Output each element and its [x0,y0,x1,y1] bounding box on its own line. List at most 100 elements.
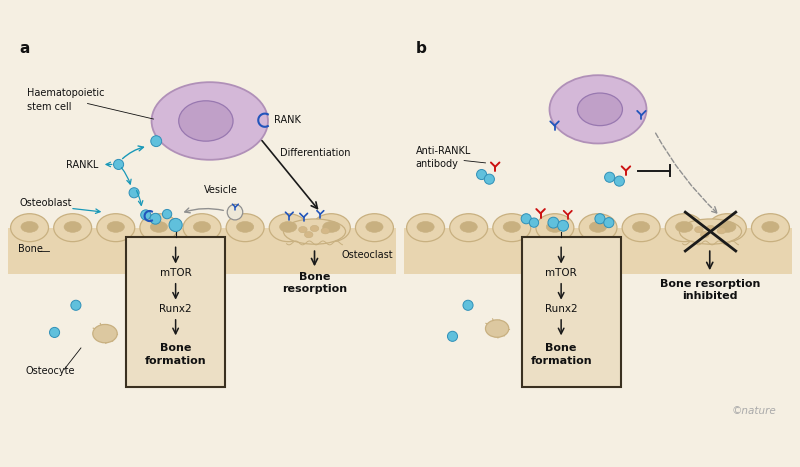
Ellipse shape [283,219,346,244]
Ellipse shape [355,214,394,241]
Circle shape [463,300,473,311]
Ellipse shape [536,214,574,241]
Text: b: b [416,41,426,56]
Ellipse shape [493,214,530,241]
Text: RANK: RANK [274,115,301,125]
Ellipse shape [270,214,307,241]
Ellipse shape [366,221,383,233]
Ellipse shape [54,214,92,241]
Text: RANKL: RANKL [66,160,98,170]
Ellipse shape [93,325,118,343]
Ellipse shape [298,226,307,233]
Circle shape [150,136,162,147]
Circle shape [169,219,182,232]
Ellipse shape [280,221,297,233]
Text: Differentiation: Differentiation [280,148,350,158]
Ellipse shape [237,221,254,233]
Ellipse shape [226,214,264,241]
Ellipse shape [708,214,746,241]
Circle shape [150,213,161,224]
Circle shape [521,214,531,224]
Ellipse shape [305,232,313,238]
Ellipse shape [546,221,563,233]
Bar [8,228,396,274]
Text: Haematopoietic: Haematopoietic [27,88,105,98]
Text: Anti-RANKL: Anti-RANKL [416,146,471,156]
Ellipse shape [706,226,714,232]
Circle shape [484,174,494,184]
Ellipse shape [322,221,340,233]
Circle shape [129,188,139,198]
Ellipse shape [633,221,650,233]
Text: Runx2: Runx2 [545,304,578,314]
Ellipse shape [107,221,125,233]
Ellipse shape [21,221,38,233]
Ellipse shape [717,228,726,234]
Circle shape [141,210,150,220]
Circle shape [604,218,614,228]
Text: antibody: antibody [416,159,458,169]
Text: stem cell: stem cell [27,102,72,112]
Ellipse shape [183,214,221,241]
Circle shape [227,205,242,220]
Ellipse shape [97,214,134,241]
Text: a: a [20,41,30,56]
Ellipse shape [579,214,617,241]
Ellipse shape [64,221,82,233]
Text: Bone
resorption: Bone resorption [282,272,347,294]
FancyBboxPatch shape [126,237,226,387]
Text: Bone resorption
inhibited: Bone resorption inhibited [659,278,760,301]
Ellipse shape [406,214,445,241]
Ellipse shape [194,221,210,233]
Ellipse shape [140,214,178,241]
Ellipse shape [679,219,742,244]
Text: ©nature: ©nature [732,406,777,416]
Ellipse shape [310,226,318,232]
Ellipse shape [417,221,434,233]
Bar [404,228,792,274]
Ellipse shape [578,93,622,126]
Ellipse shape [701,232,709,238]
Ellipse shape [762,221,779,233]
Circle shape [548,217,559,228]
Circle shape [605,172,614,182]
Circle shape [595,214,605,224]
Ellipse shape [675,221,693,233]
FancyBboxPatch shape [522,237,622,387]
Ellipse shape [150,221,167,233]
Ellipse shape [751,214,790,241]
Ellipse shape [450,214,488,241]
Text: mTOR: mTOR [546,268,577,278]
Ellipse shape [503,221,520,233]
Circle shape [447,331,458,341]
Ellipse shape [151,82,268,160]
Ellipse shape [718,221,736,233]
Ellipse shape [312,214,350,241]
Ellipse shape [486,320,509,337]
Ellipse shape [550,75,646,143]
Text: Runx2: Runx2 [159,304,192,314]
Text: Osteoclast: Osteoclast [342,249,394,260]
Text: Bone: Bone [18,244,42,254]
Circle shape [614,176,624,186]
Text: Bone
formation: Bone formation [145,343,206,366]
Circle shape [558,220,569,231]
Text: Vesicle: Vesicle [204,185,238,195]
Circle shape [162,209,172,219]
Ellipse shape [321,228,330,234]
Ellipse shape [460,221,478,233]
Ellipse shape [694,226,703,233]
Circle shape [71,300,81,311]
Ellipse shape [590,221,606,233]
Text: Osteoblast: Osteoblast [20,198,72,207]
Ellipse shape [10,214,49,241]
Ellipse shape [178,101,233,141]
Ellipse shape [666,214,703,241]
Text: mTOR: mTOR [160,268,191,278]
Text: Bone
formation: Bone formation [530,343,592,366]
Circle shape [477,170,486,180]
Text: Osteocyte: Osteocyte [26,366,75,376]
Circle shape [114,159,124,170]
Circle shape [530,218,538,227]
Ellipse shape [622,214,660,241]
